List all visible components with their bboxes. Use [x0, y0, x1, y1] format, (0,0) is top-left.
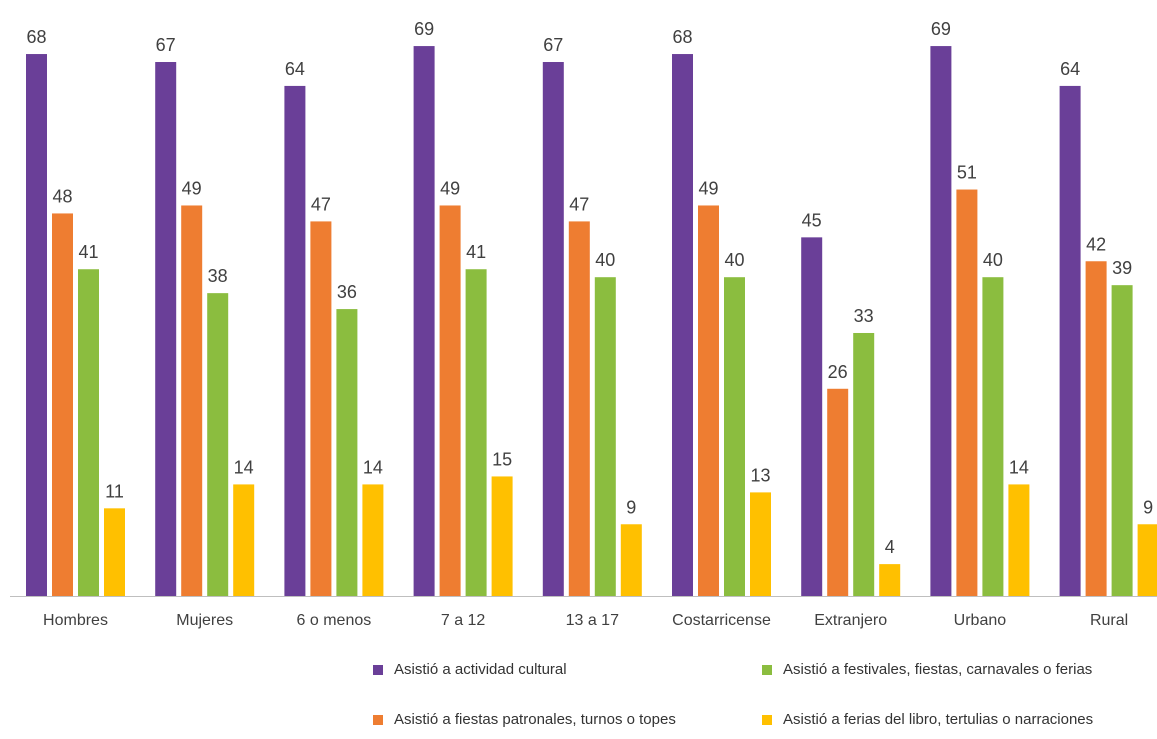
- bar: [465, 269, 487, 596]
- bar: [724, 277, 745, 596]
- data-label: 4: [885, 537, 895, 557]
- data-label: 36: [337, 282, 357, 302]
- bar: [336, 309, 358, 596]
- x-tick-label: 6 o menos: [297, 612, 372, 629]
- bar: [853, 332, 875, 596]
- data-label: 39: [1112, 258, 1132, 278]
- bar: [698, 205, 719, 596]
- data-label: 40: [595, 250, 615, 270]
- bar: [620, 524, 642, 596]
- bar: [827, 388, 849, 596]
- bar: [181, 205, 203, 596]
- data-label: 14: [1009, 457, 1029, 477]
- data-label: 67: [543, 35, 563, 55]
- x-tick-label: 13 a 17: [566, 612, 619, 629]
- bar: [1008, 484, 1030, 596]
- bar: [930, 46, 952, 596]
- data-label: 14: [363, 457, 383, 477]
- data-label: 48: [52, 186, 72, 206]
- data-label: 49: [182, 178, 202, 198]
- data-label: 26: [828, 362, 848, 382]
- bar: [310, 221, 332, 596]
- data-label: 68: [26, 27, 46, 47]
- data-label: 41: [78, 242, 98, 262]
- data-label: 13: [750, 465, 770, 485]
- data-label: 47: [569, 194, 589, 214]
- data-label: 68: [672, 27, 692, 47]
- bar: [542, 62, 564, 596]
- data-label: 49: [440, 178, 460, 198]
- data-label: 47: [311, 194, 331, 214]
- data-label: 49: [698, 178, 718, 198]
- x-tick-label: 7 a 12: [441, 612, 486, 629]
- data-label: 42: [1086, 234, 1106, 254]
- data-label: 9: [626, 497, 636, 517]
- data-label: 11: [105, 481, 124, 501]
- bar: [26, 54, 47, 597]
- bar: [672, 54, 693, 597]
- x-tick-label: Extranjero: [814, 612, 887, 629]
- bar: [362, 484, 384, 596]
- bar: [413, 46, 435, 596]
- bar: [155, 62, 177, 596]
- bar: [1059, 85, 1081, 597]
- data-label: 51: [957, 163, 977, 183]
- bar: [568, 221, 590, 596]
- data-label: 15: [492, 449, 512, 469]
- data-label: 64: [285, 59, 305, 79]
- data-label: 38: [208, 266, 228, 286]
- bar: [594, 277, 616, 596]
- data-label: 40: [724, 250, 744, 270]
- data-label: 69: [414, 19, 434, 39]
- data-label: 64: [1060, 59, 1080, 79]
- bar: [207, 293, 229, 596]
- bar: [879, 564, 901, 596]
- bar: [52, 213, 73, 596]
- x-tick-label: Mujeres: [176, 612, 233, 629]
- bar: [801, 237, 823, 596]
- bar: [1111, 285, 1133, 596]
- x-tick-label: Costarricense: [672, 612, 771, 629]
- bar: [1137, 524, 1157, 596]
- data-label: 41: [466, 242, 486, 262]
- bar: [1085, 261, 1107, 596]
- data-label: 67: [156, 35, 176, 55]
- bar: [284, 85, 306, 597]
- data-label: 9: [1143, 497, 1153, 517]
- data-label: 33: [854, 306, 874, 326]
- data-label: 40: [983, 250, 1003, 270]
- bar: [982, 277, 1004, 596]
- bar: [956, 189, 978, 596]
- data-label: 69: [931, 19, 951, 39]
- x-tick-label: Rural: [1090, 612, 1128, 629]
- bar: [750, 492, 771, 596]
- x-tick-label: Hombres: [43, 612, 108, 629]
- bar: [491, 476, 513, 596]
- data-label: 45: [802, 210, 822, 230]
- bar: [439, 205, 461, 596]
- bar: [104, 508, 125, 596]
- bar: [233, 484, 255, 596]
- x-tick-label: Urbano: [954, 612, 1007, 629]
- bar: [78, 269, 99, 596]
- data-label: 14: [234, 457, 254, 477]
